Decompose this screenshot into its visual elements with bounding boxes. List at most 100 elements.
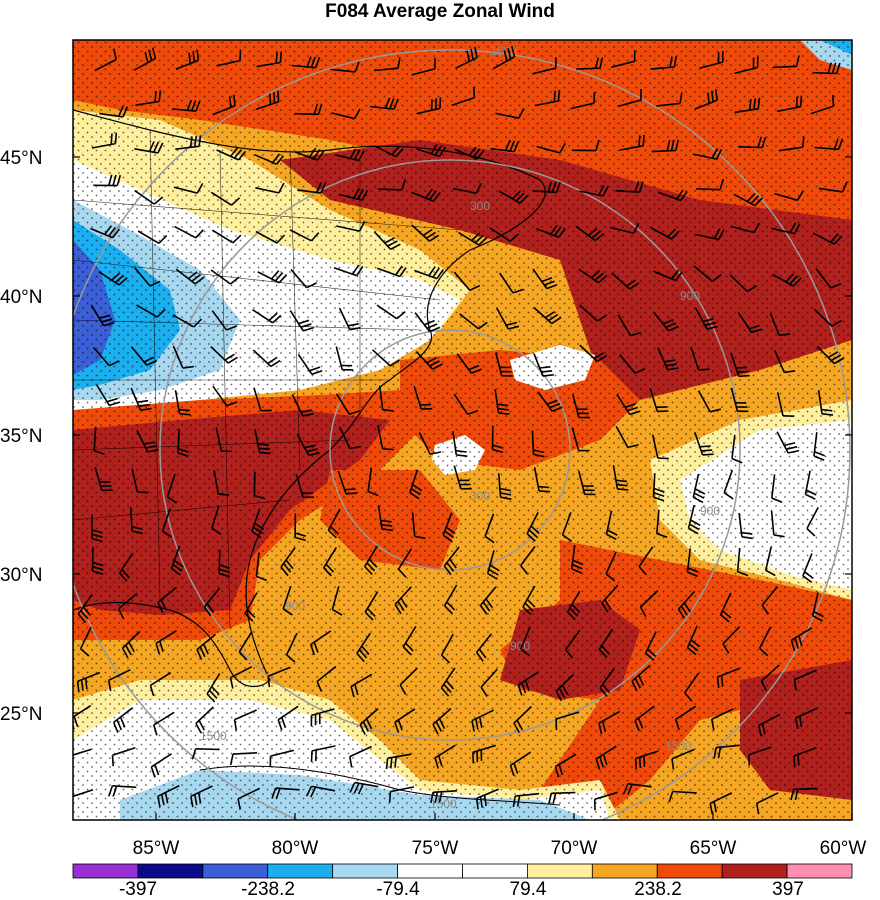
wind-barb-feather [405,642,414,652]
wind-barb-feather [598,648,608,659]
wind-barb [778,146,803,152]
wind-barb-feather [547,181,553,193]
wind-barb-feather [755,803,760,815]
wind-barb [338,426,351,449]
wind-barb [399,667,418,686]
wind-barb-feather [799,715,803,728]
wind-barb-feather [391,146,400,156]
wind-barb-feather [395,265,403,276]
wind-barb-feather [479,605,488,615]
colorbar-swatch [202,863,269,879]
wind-barb-feather [520,648,530,657]
wind-barb-feather [717,747,722,759]
wind-barb-feather [354,683,359,696]
wind-barb [195,748,220,751]
wind-barb-feather [279,51,283,63]
wind-barb [794,669,817,681]
wind-barb-feather [790,789,795,801]
wind-barb-feather [252,526,263,535]
wind-barb-feather [306,56,312,68]
wind-barb-feather [656,532,668,539]
wind-barb-feather [646,648,657,658]
wind-barb-feather [310,232,320,242]
wind-barb-feather [300,409,312,413]
wind-barb-feather [229,147,239,157]
wind-barb-feather [316,182,322,193]
wind-barb-feather [607,529,618,536]
wind-barb-feather [160,794,165,806]
wind-barb-feather [306,448,318,453]
wind-barb-feather [792,277,802,287]
wind-barb-feather [238,651,248,661]
wind-barb-feather [805,489,817,496]
wind-barb [440,633,454,656]
wind-barb-feather [366,562,376,572]
wind-barb-feather [653,492,665,498]
lat-label: 25°N [0,704,42,725]
wind-barb [255,230,278,244]
wind-barb-feather [684,692,693,702]
wind-barb-feather [84,678,88,690]
wind-barb-feather [316,681,323,692]
wind-barb [280,547,296,568]
wind-barb-feather [104,225,113,235]
wind-barb-feather [790,639,796,652]
wind-barb-feather [239,49,242,61]
wind-barb-feather [835,62,841,74]
wind-barb-feather [629,282,640,290]
wind-barb [411,68,436,76]
wind-barb-feather [106,397,118,403]
wind-barb [758,626,772,649]
wind-barb [693,265,713,282]
wind-barb-feather [362,721,370,732]
wind-barb-feather [244,612,254,622]
wind-barb-feather [472,148,481,158]
wind-barb-feather [668,791,674,803]
wind-barb-feather [429,360,440,367]
wind-barb-feather [397,719,403,731]
wind-barb [761,586,779,606]
wind-barb-feather [153,196,164,205]
wind-barb-feather [478,648,487,659]
wind-barb-feather [258,447,270,450]
wind-barb-feather [426,323,438,329]
wind-barb-feather [630,331,642,337]
wind-barb-feather [351,264,360,275]
wind-barb-feather [388,791,392,803]
wind-barb-feather [754,197,763,207]
wind-barb-feather [275,788,281,800]
wind-barb [480,668,498,688]
wind-barb-feather [206,603,215,613]
wind-barb-feather [151,47,157,59]
wind-barb [134,189,155,205]
wind-barb-feather [713,228,721,239]
wind-barb-feather [91,537,103,543]
wind-barb-feather [638,181,644,193]
wind-barb-feather [436,269,444,280]
wind-barb-feather [688,643,699,652]
wind-barb-feather [384,97,391,109]
wind-barb-feather [680,190,688,201]
wind-barb-feather [715,149,723,160]
wind-barb-feather [194,135,198,147]
wind-barb-feather [509,233,520,242]
wind-barb-feather [422,228,433,237]
wind-barb-feather [157,602,164,613]
wind-barb-feather [645,652,655,662]
wind-barb-feather [602,185,609,197]
wind-barb-feather [539,366,551,369]
wind-barb-feather [617,488,629,491]
wind-barb-feather [833,138,839,150]
wind-barb-feather [396,310,406,320]
wind-barb-feather [615,479,627,483]
wind-barb-feather [434,757,439,769]
wind-barb-feather [753,98,756,110]
wind-barb-feather [557,89,561,102]
wind-barb-feather [616,483,628,487]
lon-label: 80°W [272,838,319,859]
wind-barb-feather [593,92,596,104]
wind-barb-feather [190,796,194,808]
wind-barb-feather [528,529,538,538]
wind-barb-feather [270,359,281,368]
wind-barb [418,432,431,455]
